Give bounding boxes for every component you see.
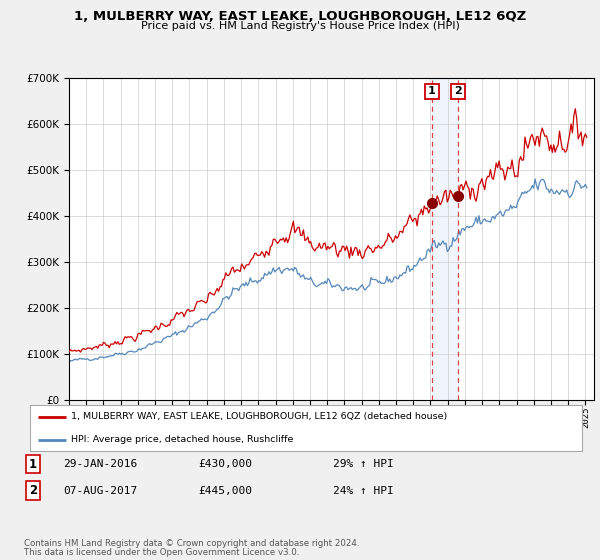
Text: Contains HM Land Registry data © Crown copyright and database right 2024.: Contains HM Land Registry data © Crown c… [24, 539, 359, 548]
Text: £445,000: £445,000 [198, 486, 252, 496]
Text: 24% ↑ HPI: 24% ↑ HPI [333, 486, 394, 496]
Text: 1: 1 [428, 86, 436, 96]
Text: £430,000: £430,000 [198, 459, 252, 469]
Bar [432, 78, 458, 400]
Text: 29% ↑ HPI: 29% ↑ HPI [333, 459, 394, 469]
Text: Price paid vs. HM Land Registry's House Price Index (HPI): Price paid vs. HM Land Registry's House … [140, 21, 460, 31]
Text: 1: 1 [29, 458, 37, 470]
Text: 2: 2 [454, 86, 462, 96]
Text: 1, MULBERRY WAY, EAST LEAKE, LOUGHBOROUGH, LE12 6QZ: 1, MULBERRY WAY, EAST LEAKE, LOUGHBOROUG… [74, 10, 526, 23]
Text: HPI: Average price, detached house, Rushcliffe: HPI: Average price, detached house, Rush… [71, 435, 294, 444]
Text: 29-JAN-2016: 29-JAN-2016 [63, 459, 137, 469]
Text: This data is licensed under the Open Government Licence v3.0.: This data is licensed under the Open Gov… [24, 548, 299, 557]
Text: 1, MULBERRY WAY, EAST LEAKE, LOUGHBOROUGH, LE12 6QZ (detached house): 1, MULBERRY WAY, EAST LEAKE, LOUGHBOROUG… [71, 412, 448, 421]
Text: 2: 2 [29, 484, 37, 497]
Text: 07-AUG-2017: 07-AUG-2017 [63, 486, 137, 496]
